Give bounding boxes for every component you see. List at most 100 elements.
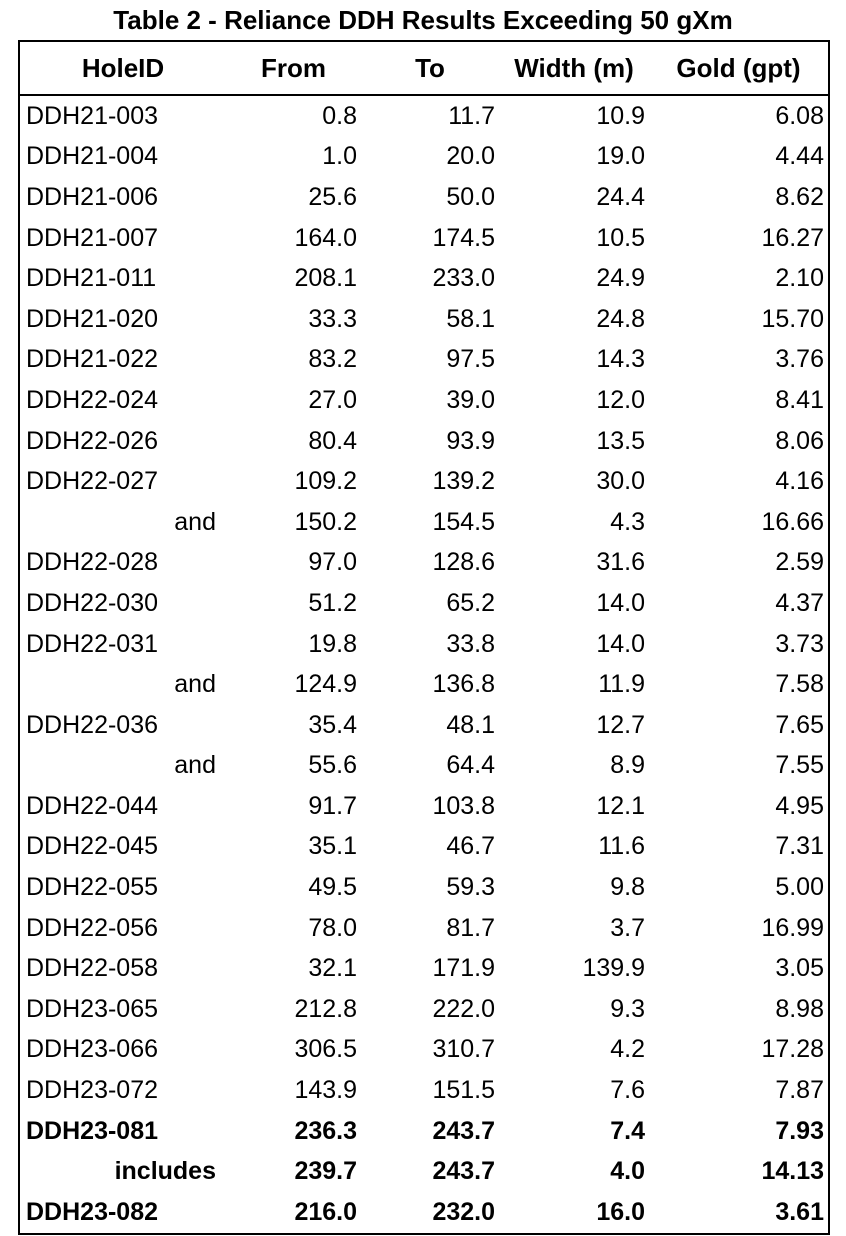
table-row: DDH22-031 19.8 33.8 14.0 3.73	[19, 624, 829, 665]
table-row: DDH22-024 27.0 39.0 12.0 8.41	[19, 380, 829, 421]
table-cell: 7.31	[775, 832, 824, 861]
table-cell: 12.0	[596, 385, 645, 414]
table-cell: 30.0	[596, 467, 645, 496]
table-row: DDH23-066 306.5 310.7 4.2 17.28	[19, 1030, 829, 1071]
table-cell: 7.4	[610, 1116, 645, 1145]
table-cell: 11.6	[598, 832, 645, 861]
table-cell: DDH22-036	[26, 710, 159, 739]
table-row: DDH22-058 32.1 171.9 139.9 3.05	[19, 948, 829, 989]
table-cell: DDH22-028	[26, 548, 159, 577]
table-cell: 171.9	[432, 954, 495, 983]
table-cell: DDH22-024	[26, 385, 159, 414]
table-cell: and	[174, 751, 216, 780]
table-cell: 7.58	[775, 670, 824, 699]
table-cell: 1.0	[322, 142, 357, 171]
table-cell: 151.5	[432, 1076, 495, 1105]
table-row: DDH22-045 35.1 46.7 11.6 7.31	[19, 827, 829, 868]
table-cell: 4.95	[775, 791, 824, 820]
table-cell: DDH22-055	[26, 873, 159, 902]
table-cell: 10.9	[596, 101, 645, 130]
table-row: DDH22-044 91.7 103.8 12.1 4.95	[19, 786, 829, 827]
table-cell: 7.65	[775, 710, 824, 739]
table-cell: 306.5	[294, 1035, 357, 1064]
table-cell: 17.28	[761, 1035, 824, 1064]
table-cell: 154.5	[432, 507, 495, 536]
table-cell: and	[174, 670, 216, 699]
table-cell: 7.93	[775, 1116, 824, 1145]
table-row: DDH23-072 143.9 151.5 7.6 7.87	[19, 1070, 829, 1111]
table-cell: 11.9	[598, 670, 645, 699]
table-cell: 7.55	[775, 751, 824, 780]
table-cell: 3.7	[610, 913, 645, 942]
column-header: Gold (gpt)	[649, 41, 829, 96]
table-cell: DDH21-004	[26, 142, 159, 171]
table-cell: 5.00	[775, 873, 824, 902]
table-row: DDH23-065 212.8 222.0 9.3 8.98	[19, 989, 829, 1030]
table-cell: 216.0	[294, 1197, 357, 1226]
table-cell: 124.9	[294, 670, 357, 699]
table-cell: DDH23-082	[26, 1197, 159, 1226]
table-cell: 24.8	[596, 304, 645, 333]
table-cell: 7.87	[775, 1076, 824, 1105]
table-cell: 24.4	[596, 182, 645, 211]
table-row: DDH23-082 216.0 232.0 16.0 3.61	[19, 1192, 829, 1234]
column-header: HoleID	[19, 41, 226, 96]
table-cell: 2.10	[775, 264, 824, 293]
table-cell: 4.3	[610, 507, 645, 536]
header-row: HoleID From To Width (m) Gold (gpt)	[19, 41, 829, 96]
table-cell: 13.5	[596, 426, 645, 455]
table-cell: 243.7	[432, 1116, 495, 1145]
table-cell: 3.05	[775, 954, 824, 983]
column-header: To	[361, 41, 499, 96]
table-cell: 16.66	[761, 507, 824, 536]
table-cell: 48.1	[446, 710, 495, 739]
table-cell: 16.0	[596, 1197, 645, 1226]
table-row: DDH23-081 236.3 243.7 7.4 7.93	[19, 1111, 829, 1152]
table-cell: 93.9	[446, 426, 495, 455]
table-cell: 46.7	[446, 832, 495, 861]
table-row: DDH21-020 33.3 58.1 24.8 15.70	[19, 299, 829, 340]
table-cell: 19.8	[308, 629, 357, 658]
table-cell: 14.0	[596, 588, 645, 617]
table-cell: 12.7	[596, 710, 645, 739]
table-cell: DDH21-006	[26, 182, 159, 211]
table-cell: DDH21-011	[26, 264, 157, 293]
table-cell: 12.1	[596, 791, 645, 820]
table-cell: 50.0	[446, 182, 495, 211]
table-cell: 233.0	[432, 264, 495, 293]
table-cell: 109.2	[294, 467, 357, 496]
table-cell: 9.8	[610, 873, 645, 902]
table-cell: 103.8	[432, 791, 495, 820]
table-cell: 0.8	[322, 101, 357, 130]
table-row: DDH22-055 49.5 59.3 9.8 5.00	[19, 867, 829, 908]
table-cell: DDH21-007	[26, 223, 159, 252]
table-cell: 64.4	[446, 751, 495, 780]
table-row: DDH22-056 78.0 81.7 3.7 16.99	[19, 908, 829, 949]
results-table: HoleID From To Width (m) Gold (gpt) DDH21-00…	[18, 40, 830, 1235]
table-cell: DDH22-058	[26, 954, 159, 983]
table-cell: 3.61	[775, 1197, 824, 1226]
table-cell: 83.2	[308, 345, 357, 374]
table-row: and 150.2 154.5 4.3 16.66	[19, 502, 829, 543]
table-cell: 164.0	[294, 223, 357, 252]
table-cell: 32.1	[308, 954, 357, 983]
table-body: DDH21-003 0.8 11.7 10.9 6.08 DDH21-004 1.0 20.0…	[19, 95, 829, 1234]
table-cell: 33.3	[308, 304, 357, 333]
table-cell: 49.5	[308, 873, 357, 902]
table-cell: 65.2	[446, 588, 495, 617]
table-row: and 55.6 64.4 8.9 7.55	[19, 746, 829, 787]
table-cell: DDH23-066	[26, 1035, 159, 1064]
table-cell: 3.76	[775, 345, 824, 374]
table-cell: 8.9	[610, 751, 645, 780]
table-row: DDH22-030 51.2 65.2 14.0 4.37	[19, 583, 829, 624]
table-cell: includes	[114, 1157, 216, 1186]
table-cell: 39.0	[446, 385, 495, 414]
table-row: and 124.9 136.8 11.9 7.58	[19, 664, 829, 705]
table-cell: 4.16	[775, 467, 824, 496]
table-cell: 4.37	[775, 588, 824, 617]
table-row: DDH22-027 109.2 139.2 30.0 4.16	[19, 461, 829, 502]
table-cell: DDH22-045	[26, 832, 159, 861]
table-cell: 55.6	[308, 751, 357, 780]
table-cell: 20.0	[446, 142, 495, 171]
table-cell: 310.7	[432, 1035, 495, 1064]
